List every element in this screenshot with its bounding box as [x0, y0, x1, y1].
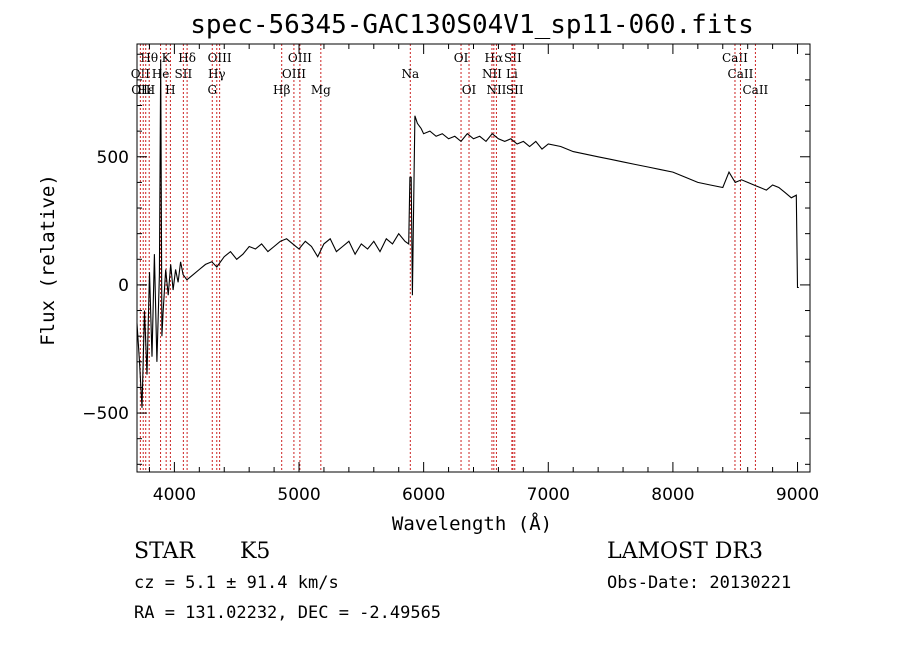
line-marker-label: Hθ	[140, 51, 158, 65]
object-class: STAR	[134, 539, 195, 564]
line-marker-label: SII	[175, 67, 193, 81]
observation-date: Obs-Date: 20130221	[607, 573, 792, 593]
line-marker-label: K	[162, 51, 172, 65]
x-axis-label: Wavelength (Å)	[392, 512, 552, 535]
line-marker-label: CaII	[742, 83, 768, 97]
line-marker-label: OI	[462, 83, 477, 97]
line-marker-label: Na	[401, 67, 419, 81]
x-axis-ticks: 4000 5000 6000 7000 8000 9000	[148, 44, 819, 505]
x-tick-label: 9000	[776, 485, 819, 505]
line-marker-label: G	[207, 83, 217, 97]
line-marker-label: Hβ	[273, 83, 290, 97]
line-marker-label: SII	[504, 51, 522, 65]
x-tick-label: 5000	[277, 485, 320, 505]
x-tick-label: 8000	[651, 485, 694, 505]
line-marker-label: OI	[454, 51, 469, 65]
spectrum-chart: spec-56345-GAC130S04V1_sp11-060.fits Hθ K…	[37, 10, 819, 535]
x-tick-label: 4000	[153, 485, 196, 505]
line-marker-label: NII	[486, 83, 506, 97]
survey-name: LAMOST DR3	[607, 539, 763, 564]
line-marker-label: Hε	[137, 83, 154, 97]
line-marker-label: Mg	[311, 83, 331, 97]
line-marker-label: OII	[131, 67, 151, 81]
ra-dec: RA = 131.02232, DEC = -2.49565	[134, 603, 442, 623]
y-axis-ticks: −500 0 500	[82, 53, 810, 465]
line-marker-label: H	[165, 83, 175, 97]
y-tick-label: −500	[82, 404, 129, 424]
line-marker-label: SII	[506, 83, 524, 97]
line-marker-label: Hα	[485, 51, 504, 65]
x-tick-label: 6000	[402, 485, 445, 505]
chart-title: spec-56345-GAC130S04V1_sp11-060.fits	[190, 10, 754, 40]
object-subclass: K5	[240, 539, 271, 564]
line-marker-label: OIII	[288, 51, 312, 65]
line-marker-label: OIII	[208, 51, 232, 65]
line-marker-label: Hγ	[208, 67, 226, 81]
line-marker-label: CaII	[728, 67, 754, 81]
line-marker-label: Hδ	[178, 51, 196, 65]
redshift-cz: cz = 5.1 ± 91.4 km/s	[134, 573, 339, 593]
line-marker-label: CaII	[722, 51, 748, 65]
line-marker-label: OIII	[282, 67, 306, 81]
line-marker-label: Li	[506, 67, 518, 81]
spectrum-line	[136, 59, 799, 408]
y-tick-label: 0	[118, 276, 129, 296]
y-axis-label: Flux (relative)	[37, 174, 59, 346]
line-marker-label: NII	[482, 67, 502, 81]
y-tick-label: 500	[97, 148, 129, 168]
x-tick-label: 7000	[527, 485, 570, 505]
